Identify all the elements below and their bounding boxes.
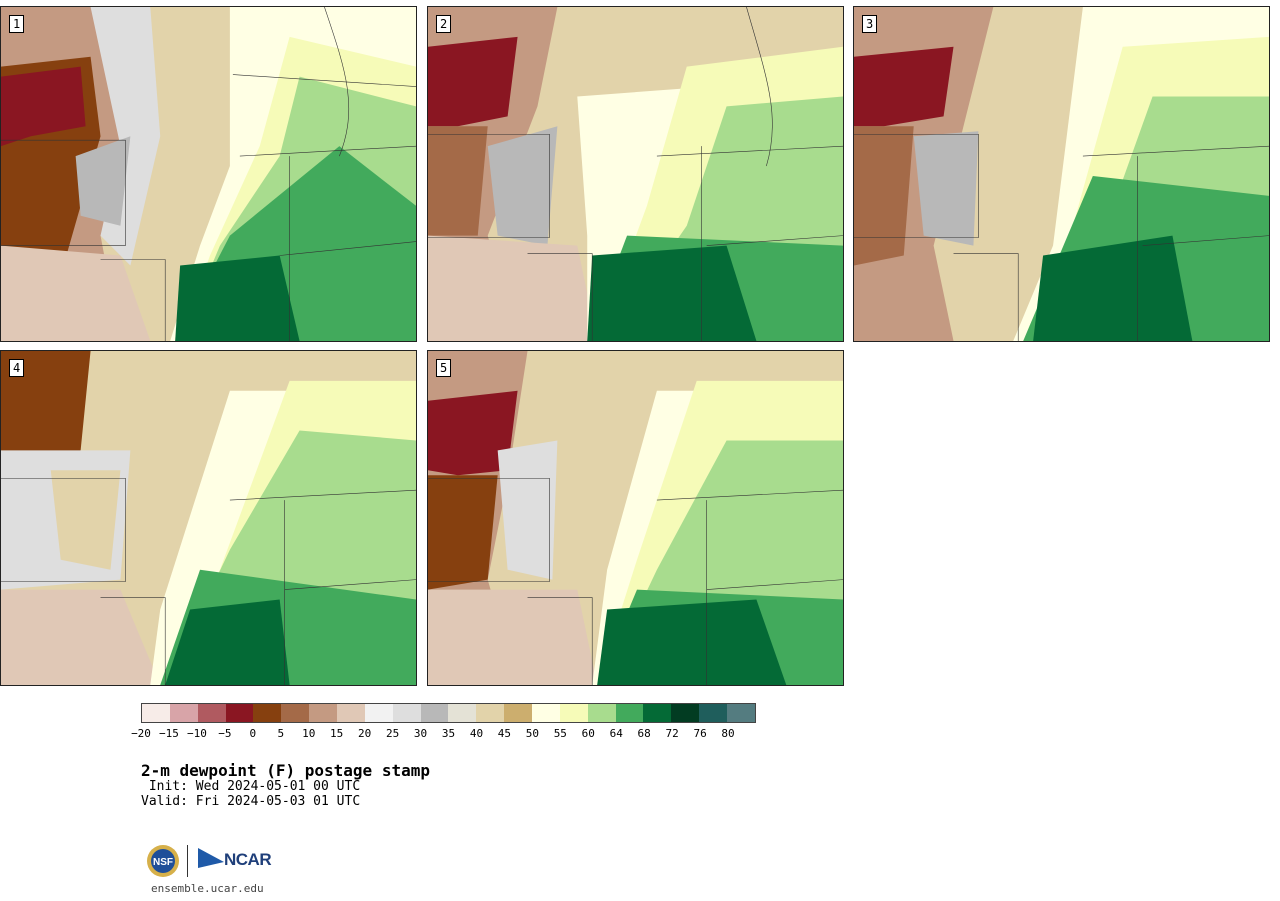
- colorbar-tick-label: 35: [441, 727, 456, 740]
- chart-title: 2-m dewpoint (F) postage stamp: [141, 761, 430, 780]
- init-time: Init: Wed 2024-05-01 00 UTC: [141, 779, 361, 794]
- colorbar-tick-label: 55: [553, 727, 567, 740]
- panel-number-5: 5: [436, 359, 452, 377]
- colorbar-tick-label: 30: [413, 727, 428, 740]
- map-panel-3: 3: [853, 6, 1270, 342]
- colorbar-swatch: [448, 704, 477, 722]
- dewpoint-map-5: [428, 351, 843, 685]
- panel-number-1: 1: [9, 15, 25, 33]
- ncar-logo-icon: [198, 848, 224, 868]
- colorbar-swatch: [587, 704, 616, 722]
- colorbar-swatch: [364, 704, 393, 722]
- colorbar-swatch: [559, 704, 588, 722]
- site-url: ensemble.ucar.edu: [151, 882, 264, 895]
- colorbar-swatch: [476, 704, 505, 722]
- map-panel-5: 5: [427, 350, 844, 686]
- colorbar-swatch: [225, 704, 254, 722]
- dewpoint-map-4: [1, 351, 416, 685]
- colorbar-tick-label: −5: [218, 727, 232, 740]
- colorbar-swatch: [281, 704, 310, 722]
- nsf-logo-icon: NSF: [147, 845, 179, 877]
- colorbar-tick-label: 72: [665, 727, 679, 740]
- colorbar-tick-label: −15: [159, 727, 179, 740]
- colorbar-tick-label: 80: [721, 727, 735, 740]
- colorbar-swatch: [197, 704, 226, 722]
- colorbar-tick-label: 60: [581, 727, 595, 740]
- colorbar: [141, 703, 756, 723]
- map-panel-2: 2: [427, 6, 844, 342]
- logo-divider: [187, 845, 188, 877]
- dewpoint-map-1: [1, 7, 416, 341]
- colorbar-tick-label: 76: [693, 727, 707, 740]
- colorbar-tick-label: 25: [385, 727, 400, 740]
- colorbar-tick-label: 15: [330, 727, 344, 740]
- colorbar-tick-label: 40: [469, 727, 484, 740]
- colorbar-tick-label: 45: [497, 727, 512, 740]
- colorbar-swatch: [699, 704, 728, 722]
- dewpoint-map-3: [854, 7, 1269, 341]
- panel-number-4: 4: [9, 359, 25, 377]
- colorbar-swatch: [309, 704, 338, 722]
- colorbar-tick-label: 68: [637, 727, 651, 740]
- colorbar-swatch: [337, 704, 365, 722]
- svg-text:NSF: NSF: [153, 857, 173, 868]
- colorbar-tick-label: 0: [249, 727, 257, 740]
- colorbar-swatch: [253, 704, 282, 722]
- colorbar-tick-label: −10: [186, 727, 207, 740]
- ncar-logo-text: NCAR: [224, 850, 272, 869]
- panel-number-3: 3: [862, 15, 878, 33]
- colorbar-tick-label: 64: [609, 727, 623, 740]
- colorbar-tick-label: 5: [277, 727, 285, 740]
- dewpoint-map-2: [428, 7, 843, 341]
- map-panel-4: 4: [0, 350, 417, 686]
- colorbar-swatch: [615, 704, 644, 722]
- colorbar-tick-label: 10: [302, 727, 316, 740]
- colorbar-swatch: [671, 704, 700, 722]
- colorbar-swatch: [504, 704, 533, 722]
- colorbar-swatch: [142, 704, 170, 722]
- colorbar-swatch: [532, 704, 560, 722]
- colorbar-tick-label: −20: [131, 727, 151, 740]
- colorbar-tick-label: 20: [358, 727, 372, 740]
- colorbar-swatch: [392, 704, 421, 722]
- colorbar-swatch: [420, 704, 449, 722]
- colorbar-tick-label: 50: [525, 727, 539, 740]
- valid-time: Valid: Fri 2024-05-03 01 UTC: [141, 794, 361, 809]
- colorbar-ticks: −20 −15 −10 −5 0 5 10 15 20 25 30 35 40 45 50 55 60 64 68 7…: [131, 727, 756, 741]
- colorbar-swatch: [169, 704, 198, 722]
- map-panel-1: 1: [0, 6, 417, 342]
- panel-number-2: 2: [436, 15, 452, 33]
- colorbar-swatch: [643, 704, 672, 722]
- colorbar-swatch: [727, 704, 755, 722]
